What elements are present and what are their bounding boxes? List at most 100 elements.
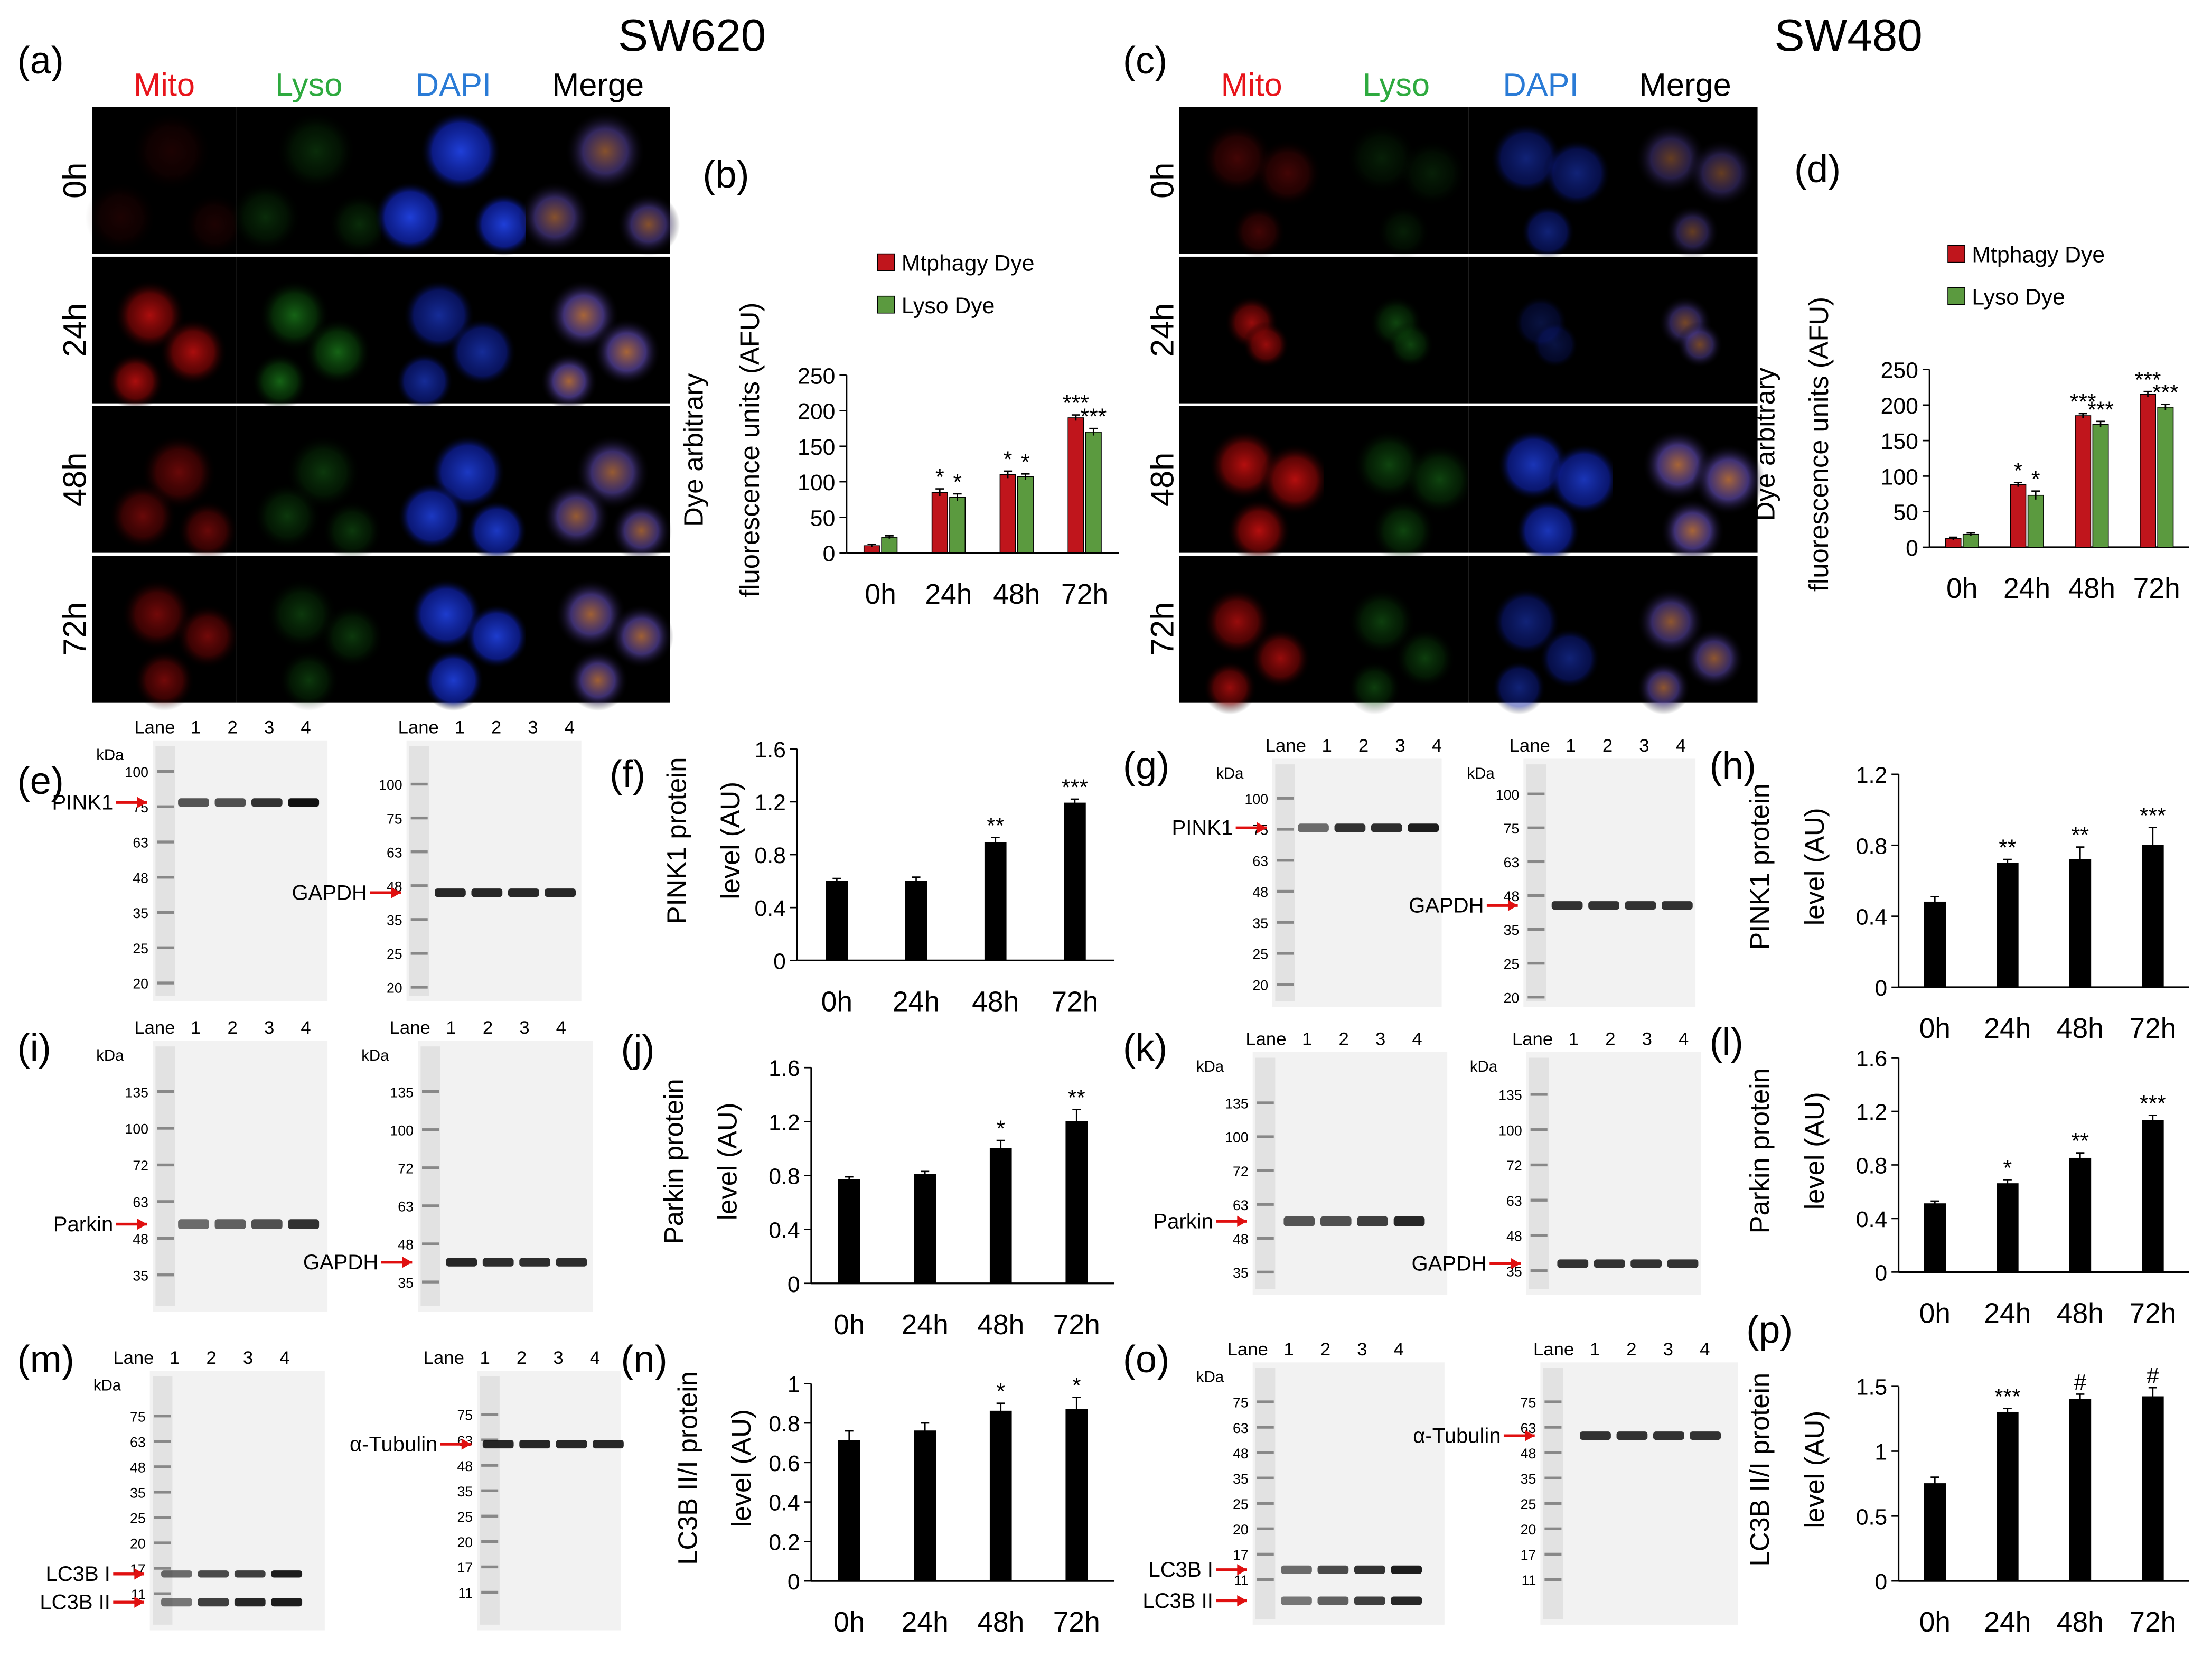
bar xyxy=(838,1440,860,1581)
kda-label: kDa xyxy=(1196,1058,1224,1075)
protein-label: LC3B II xyxy=(40,1591,110,1614)
micrograph-tile xyxy=(229,107,391,256)
panel-letter-j: (j) xyxy=(621,1028,655,1071)
channel-label-dapi: DAPI xyxy=(416,67,491,104)
ladder-marker: 48 xyxy=(133,870,148,886)
band xyxy=(271,1570,303,1578)
bar xyxy=(905,881,927,961)
y-tick-label: 0 xyxy=(1906,536,1918,561)
micrograph-tile xyxy=(92,406,238,561)
ladder-marker: 48 xyxy=(1233,1446,1249,1462)
bar xyxy=(2075,415,2092,548)
lane-number: 2 xyxy=(1320,1340,1330,1360)
panel-letter-p: (p) xyxy=(1746,1309,1793,1351)
lane-number: 1 xyxy=(1590,1340,1600,1360)
y-axis-label: level (AU) xyxy=(715,782,745,900)
x-tick-label: 48h xyxy=(2057,1013,2104,1044)
channel-label-merge: Merge xyxy=(552,67,644,104)
ladder-marker: 25 xyxy=(130,1511,146,1526)
band xyxy=(1393,1216,1425,1226)
lane-number: 2 xyxy=(207,1348,217,1368)
y-tick-label: 0.8 xyxy=(1856,833,1887,859)
ladder-marker: 11 xyxy=(1522,1572,1536,1588)
bar xyxy=(2027,494,2044,548)
x-tick-label: 0h xyxy=(833,1309,865,1341)
y-tick-label: 0.8 xyxy=(768,1411,800,1437)
significance-marker: * xyxy=(1021,449,1030,475)
micrograph-tile xyxy=(1324,256,1469,404)
bar xyxy=(989,1410,1012,1581)
bar xyxy=(914,1174,936,1284)
channel-label-merge: Merge xyxy=(1639,67,1731,104)
micrograph-tile xyxy=(526,256,670,410)
significance-marker: * xyxy=(1072,1373,1081,1398)
y-tick-label: 50 xyxy=(810,505,836,531)
x-tick-label: 0h xyxy=(833,1607,865,1638)
micrograph-tile xyxy=(1613,556,1758,715)
panel-letter-g: (g) xyxy=(1123,745,1169,787)
significance-marker: ** xyxy=(2072,1129,2089,1154)
lane-number: 4 xyxy=(301,717,311,737)
x-tick-label: 72h xyxy=(1053,1607,1100,1638)
ladder-marker: 48 xyxy=(1233,1231,1249,1247)
y-tick-label: 0 xyxy=(788,1569,800,1595)
y-axis-label: LC3B II/I protein xyxy=(1745,1373,1775,1567)
ladder-marker: 48 xyxy=(1252,884,1268,900)
ladder-marker: 63 xyxy=(1506,1193,1522,1209)
bar xyxy=(1997,863,2019,988)
bar xyxy=(2142,1396,2164,1581)
panel-letter-e: (e) xyxy=(17,760,64,802)
band xyxy=(178,1219,209,1229)
ladder-marker: 72 xyxy=(398,1160,414,1176)
ladder-marker: 48 xyxy=(457,1458,473,1474)
band xyxy=(1667,1259,1699,1268)
ladder-marker: 25 xyxy=(1504,956,1520,972)
band xyxy=(251,798,283,807)
lane-number: 2 xyxy=(1358,736,1369,756)
micrograph-tile xyxy=(236,406,383,561)
lane-header: Lane xyxy=(1227,1340,1268,1360)
ladder-marker: 20 xyxy=(130,1536,146,1552)
channel-label-mito: Mito xyxy=(1221,67,1282,104)
x-tick-label: 24h xyxy=(1984,1298,2031,1329)
panel-letter-d: (d) xyxy=(1794,148,1841,190)
y-tick-label: 1.6 xyxy=(768,1056,800,1081)
band xyxy=(1357,1216,1389,1226)
panel-letter-f: (f) xyxy=(610,753,645,795)
ladder-marker: 35 xyxy=(133,905,148,921)
significance-marker: * xyxy=(953,470,962,495)
protein-label: PINK1 xyxy=(52,791,114,814)
lane-number: 1 xyxy=(1566,736,1576,756)
y-axis-label: level (AU) xyxy=(726,1409,756,1527)
lane-number: 2 xyxy=(1339,1029,1349,1050)
kda-label: kDa xyxy=(1467,765,1495,782)
y-tick-label: 0.4 xyxy=(1856,1207,1887,1232)
band xyxy=(234,1598,266,1607)
protein-label: GAPDH xyxy=(303,1251,378,1274)
significance-marker: ** xyxy=(1068,1085,1085,1110)
timepoint-label: 48h xyxy=(1144,453,1180,507)
band xyxy=(556,1440,587,1449)
panel-letter-c: (c) xyxy=(1123,40,1167,82)
timepoint-label: 72h xyxy=(57,602,93,656)
ladder-marker: 75 xyxy=(1504,821,1520,837)
band xyxy=(288,798,320,807)
ladder-marker: 135 xyxy=(390,1084,414,1100)
protein-label: Parkin xyxy=(1153,1210,1213,1233)
x-tick-label: 48h xyxy=(2068,573,2115,604)
band xyxy=(1408,823,1439,832)
x-tick-label: 48h xyxy=(2057,1607,2104,1638)
y-tick-label: 1.2 xyxy=(1856,1100,1887,1125)
lane-number: 1 xyxy=(1283,1340,1294,1360)
timepoint-label: 24h xyxy=(1144,303,1180,357)
ladder-marker: 135 xyxy=(1225,1096,1249,1112)
blot-i-gapdh: Lane 1 2 3 4 kDa 135 100 72 63 48 35 GAPDH xyxy=(303,1018,593,1312)
ladder-marker: 20 xyxy=(457,1534,473,1550)
bar xyxy=(838,1179,860,1284)
significance-marker: *** xyxy=(2152,380,2179,405)
chart-p: 0 0.5 1 1.5 LC3B II/I protein level (AU) 0h 24h… xyxy=(1745,1363,2189,1638)
kda-label: kDa xyxy=(93,1377,121,1394)
